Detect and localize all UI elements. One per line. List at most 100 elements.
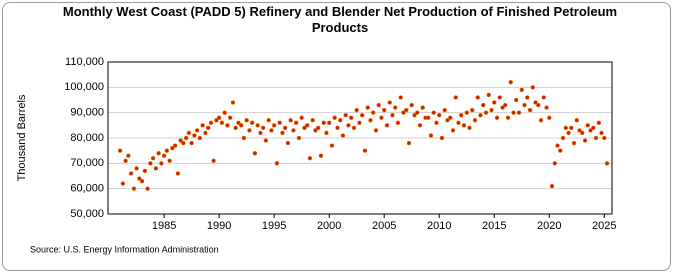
point [153, 166, 159, 171]
point [266, 118, 271, 123]
point [519, 87, 525, 93]
point [447, 115, 453, 120]
point [357, 120, 362, 126]
point [541, 95, 547, 100]
point [585, 123, 591, 128]
point [348, 115, 354, 120]
point [387, 100, 392, 105]
point [208, 120, 214, 126]
point [307, 156, 313, 161]
y-tick-label: 50,000 [70, 208, 104, 220]
point [464, 110, 469, 115]
y-tick-label: 70,000 [70, 157, 104, 169]
point [343, 112, 348, 118]
point [310, 118, 315, 123]
point [365, 105, 370, 110]
point [456, 120, 461, 126]
point [453, 95, 458, 100]
point [192, 133, 197, 138]
point [467, 125, 472, 131]
point [326, 120, 332, 126]
point [238, 123, 244, 128]
y-tick-label: 60,000 [70, 183, 104, 195]
point [392, 105, 398, 110]
point [552, 161, 558, 166]
point [302, 125, 307, 131]
point [492, 100, 497, 105]
point [370, 110, 376, 115]
point [332, 115, 337, 120]
point [128, 171, 134, 176]
point [483, 110, 489, 115]
point [489, 107, 494, 113]
point [547, 115, 552, 120]
point [214, 118, 219, 123]
x-tick-label: 2015 [482, 220, 506, 232]
point [167, 158, 172, 164]
chart-title: Monthly West Coast (PADD 5) Refinery and… [62, 4, 618, 35]
point [409, 102, 414, 108]
point [222, 110, 227, 115]
y-tick-label: 100,000 [64, 81, 104, 93]
point [150, 156, 156, 161]
point [525, 95, 530, 100]
point [244, 118, 249, 123]
point [156, 150, 161, 156]
point [566, 130, 571, 136]
point [178, 138, 183, 143]
x-tick-label: 2010 [427, 220, 451, 232]
point [486, 92, 492, 98]
point [216, 115, 222, 120]
point [274, 161, 280, 166]
x-tick-label: 2000 [317, 220, 341, 232]
point [252, 150, 258, 156]
point [555, 143, 560, 148]
point [159, 161, 164, 166]
point [412, 112, 417, 118]
point [205, 125, 211, 131]
point [225, 123, 230, 128]
point [200, 123, 205, 128]
point [139, 178, 145, 184]
point [175, 171, 181, 176]
point [373, 128, 379, 133]
point [428, 133, 434, 138]
point [203, 130, 208, 136]
point [588, 128, 593, 133]
point [329, 143, 335, 148]
point [271, 123, 277, 128]
point [293, 120, 299, 126]
point [258, 130, 263, 136]
point [354, 107, 359, 113]
point [395, 120, 401, 126]
point [406, 140, 412, 146]
point [304, 123, 310, 128]
point [321, 120, 326, 126]
point [458, 112, 464, 118]
point [442, 107, 447, 113]
point [505, 115, 511, 120]
frame [2, 2, 671, 271]
point [503, 102, 508, 108]
y-tick-label: 80,000 [70, 132, 104, 144]
point [599, 130, 604, 136]
x-tick-label: 2005 [372, 220, 396, 232]
point [596, 120, 602, 126]
point [241, 135, 247, 141]
point [439, 135, 445, 141]
x-tick-label: 2025 [592, 220, 616, 232]
point [161, 153, 167, 158]
point [602, 135, 607, 141]
point [403, 107, 409, 113]
point [436, 112, 442, 118]
point [593, 135, 599, 141]
point [247, 128, 252, 133]
point [381, 107, 387, 113]
point [142, 168, 148, 174]
point [324, 130, 329, 136]
point [233, 125, 238, 131]
point [401, 110, 406, 115]
point [170, 145, 175, 151]
point [582, 138, 588, 143]
point [472, 118, 478, 123]
